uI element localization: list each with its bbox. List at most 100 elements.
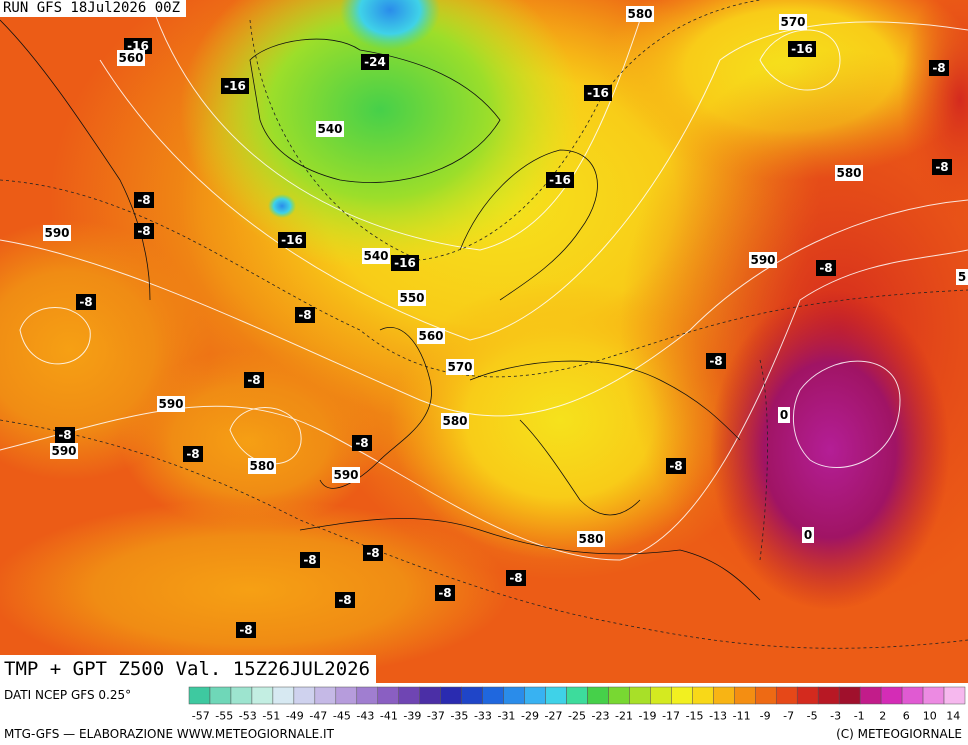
temperature-label: -8 bbox=[55, 427, 75, 443]
color-swatch bbox=[734, 686, 756, 705]
label-text: -8 bbox=[137, 193, 150, 207]
label-text: 580 bbox=[578, 532, 603, 546]
map-title: TMP + GPT Z500 Val. 15Z26JUL2026 bbox=[0, 655, 377, 683]
label-text: 0 bbox=[804, 528, 812, 542]
geopotential-label: 560 bbox=[117, 50, 145, 66]
label-text: 590 bbox=[333, 468, 358, 482]
label-text: -8 bbox=[303, 553, 316, 567]
temperature-label: -8 bbox=[435, 585, 455, 601]
temperature-label: -8 bbox=[300, 552, 320, 568]
label-text: 570 bbox=[447, 360, 472, 374]
label-box bbox=[956, 269, 968, 285]
color-swatch bbox=[377, 686, 399, 705]
color-swatch bbox=[608, 686, 630, 705]
geopotential-label: 580 bbox=[835, 165, 863, 181]
label-text: -16 bbox=[587, 86, 609, 100]
geopotential-label: 580 bbox=[248, 458, 276, 474]
label-box bbox=[332, 467, 360, 483]
color-swatch bbox=[545, 686, 567, 705]
label-box bbox=[43, 225, 71, 241]
colorbar-label: -7 bbox=[783, 710, 794, 723]
label-text: -8 bbox=[338, 593, 351, 607]
colorbar-label: -25 bbox=[568, 710, 586, 723]
color-swatch bbox=[188, 686, 211, 705]
label-box bbox=[278, 232, 306, 248]
color-swatch bbox=[209, 686, 232, 705]
temperature-label: -16 bbox=[788, 41, 816, 57]
color-swatch bbox=[482, 686, 504, 705]
label-box bbox=[546, 172, 574, 188]
colorbar-label: -17 bbox=[662, 710, 680, 723]
geopotential-label: 580 bbox=[441, 413, 469, 429]
geopotential-label: 580 bbox=[626, 6, 654, 22]
temperature-label: -8 bbox=[244, 372, 264, 388]
color-swatch bbox=[398, 686, 420, 705]
label-box bbox=[577, 531, 605, 547]
label-box bbox=[929, 60, 949, 76]
label-box bbox=[835, 165, 863, 181]
label-text: 540 bbox=[363, 249, 388, 263]
coastlines bbox=[0, 19, 761, 601]
color-swatch bbox=[817, 686, 840, 705]
label-box bbox=[626, 6, 654, 22]
color-swatch bbox=[272, 686, 295, 705]
color-swatch bbox=[230, 686, 253, 705]
label-box bbox=[316, 121, 344, 137]
temperature-label: -16 bbox=[546, 172, 574, 188]
label-box bbox=[236, 622, 256, 638]
label-box bbox=[391, 255, 419, 271]
label-text: 560 bbox=[418, 329, 443, 343]
label-box bbox=[295, 307, 315, 323]
temperature-label: -8 bbox=[183, 446, 203, 462]
colorbar-label: -47 bbox=[309, 710, 327, 723]
map: -16 -16 -24 -16 -16 -8 -8 -8 -16 -8 -16 -16 -8 -8 -8 -8… bbox=[0, 0, 968, 683]
label-text: -8 bbox=[438, 586, 451, 600]
label-box bbox=[778, 407, 790, 423]
temperature-label: -8 bbox=[134, 223, 154, 239]
colorbar-label: 10 bbox=[923, 710, 937, 723]
colorbar-label: -27 bbox=[545, 710, 563, 723]
cold-core bbox=[340, 0, 440, 50]
geopotential-label: 590 bbox=[157, 396, 185, 412]
geopotential-label: 570 bbox=[446, 359, 474, 375]
temperature-label: -8 bbox=[506, 570, 526, 586]
temperature-label: -8 bbox=[363, 545, 383, 561]
label-box bbox=[55, 427, 75, 443]
label-text: 540 bbox=[317, 122, 342, 136]
label-text: -8 bbox=[239, 623, 252, 637]
label-box bbox=[398, 290, 426, 306]
label-text: 580 bbox=[442, 414, 467, 428]
label-text: 590 bbox=[44, 226, 69, 240]
colorbar-label: -19 bbox=[639, 710, 657, 723]
color-swatch bbox=[671, 686, 693, 705]
label-box bbox=[134, 192, 154, 208]
color-swatch bbox=[859, 686, 882, 705]
colorbar-label: -45 bbox=[333, 710, 351, 723]
label-text: -16 bbox=[127, 39, 149, 53]
data-source: DATI NCEP GFS 0.25° bbox=[4, 688, 132, 702]
temperature-label: -8 bbox=[666, 458, 686, 474]
colorbar-label: -33 bbox=[474, 710, 492, 723]
colorbar-label: -1 bbox=[854, 710, 865, 723]
colorbar-label: -37 bbox=[427, 710, 445, 723]
colorbar-label: -43 bbox=[356, 710, 374, 723]
label-box bbox=[134, 223, 154, 239]
geopotential-label: 570 bbox=[779, 14, 807, 30]
label-box bbox=[706, 353, 726, 369]
isotherm_zero-label: 0 bbox=[778, 407, 790, 423]
color-swatch bbox=[943, 686, 966, 705]
label-text: -24 bbox=[364, 55, 386, 69]
label-text: 590 bbox=[51, 444, 76, 458]
label-text: -8 bbox=[366, 546, 379, 560]
label-box bbox=[362, 248, 390, 264]
label-box bbox=[816, 260, 836, 276]
colorbar-label: -51 bbox=[262, 710, 280, 723]
colorbar-label: -15 bbox=[686, 710, 704, 723]
color-swatch bbox=[356, 686, 379, 705]
temperature-label: -16 bbox=[221, 78, 249, 94]
colorbar-label: -39 bbox=[403, 710, 421, 723]
colorbar-label: -57 bbox=[192, 710, 210, 723]
label-box bbox=[666, 458, 686, 474]
label-text: -16 bbox=[549, 173, 571, 187]
color-swatch bbox=[419, 686, 441, 705]
